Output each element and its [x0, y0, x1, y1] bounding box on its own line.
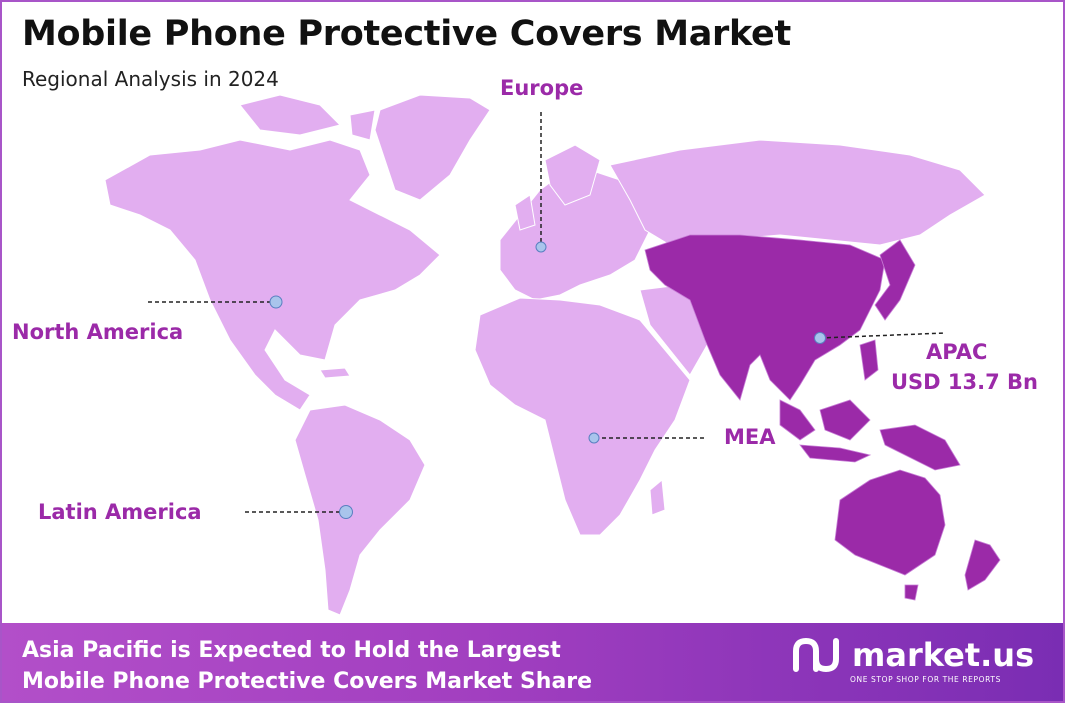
market-us-logo-icon: [793, 637, 839, 673]
russia: [609, 139, 986, 246]
footer-line-2: Mobile Phone Protective Covers Market Sh…: [22, 669, 593, 694]
brand-name: market.us: [852, 636, 1035, 674]
south-america: [294, 404, 426, 616]
page-subtitle: Regional Analysis in 2024: [22, 67, 279, 91]
page-title: Mobile Phone Protective Covers Market: [22, 14, 791, 54]
footer-banner: Asia Pacific is Expected to Hold the Lar…: [2, 623, 1063, 701]
brand-logo: market.us ONE STOP SHOP FOR THE REPORTS: [792, 636, 1035, 684]
marker-apac: [814, 332, 826, 344]
marker-mea: [588, 432, 600, 444]
greenland: [374, 94, 491, 201]
label-apac: APAC: [926, 340, 988, 364]
africa: [474, 297, 691, 536]
marker-north-america: [269, 295, 283, 309]
north-america: [104, 139, 441, 411]
brand-tagline: ONE STOP SHOP FOR THE REPORTS: [850, 675, 1001, 684]
label-north-america: North America: [12, 320, 184, 344]
marker-latin-america: [339, 505, 353, 519]
label-apac-value: USD 13.7 Bn: [891, 370, 1038, 394]
footer-line-1: Asia Pacific is Expected to Hold the Lar…: [22, 638, 561, 663]
australia: [834, 469, 946, 576]
label-mea: MEA: [724, 425, 776, 449]
marker-europe: [535, 241, 547, 253]
label-europe: Europe: [500, 76, 584, 100]
footer-message: Asia Pacific is Expected to Hold the Lar…: [22, 635, 592, 697]
apac-region: [644, 234, 1001, 601]
label-latin-america: Latin America: [38, 500, 202, 524]
